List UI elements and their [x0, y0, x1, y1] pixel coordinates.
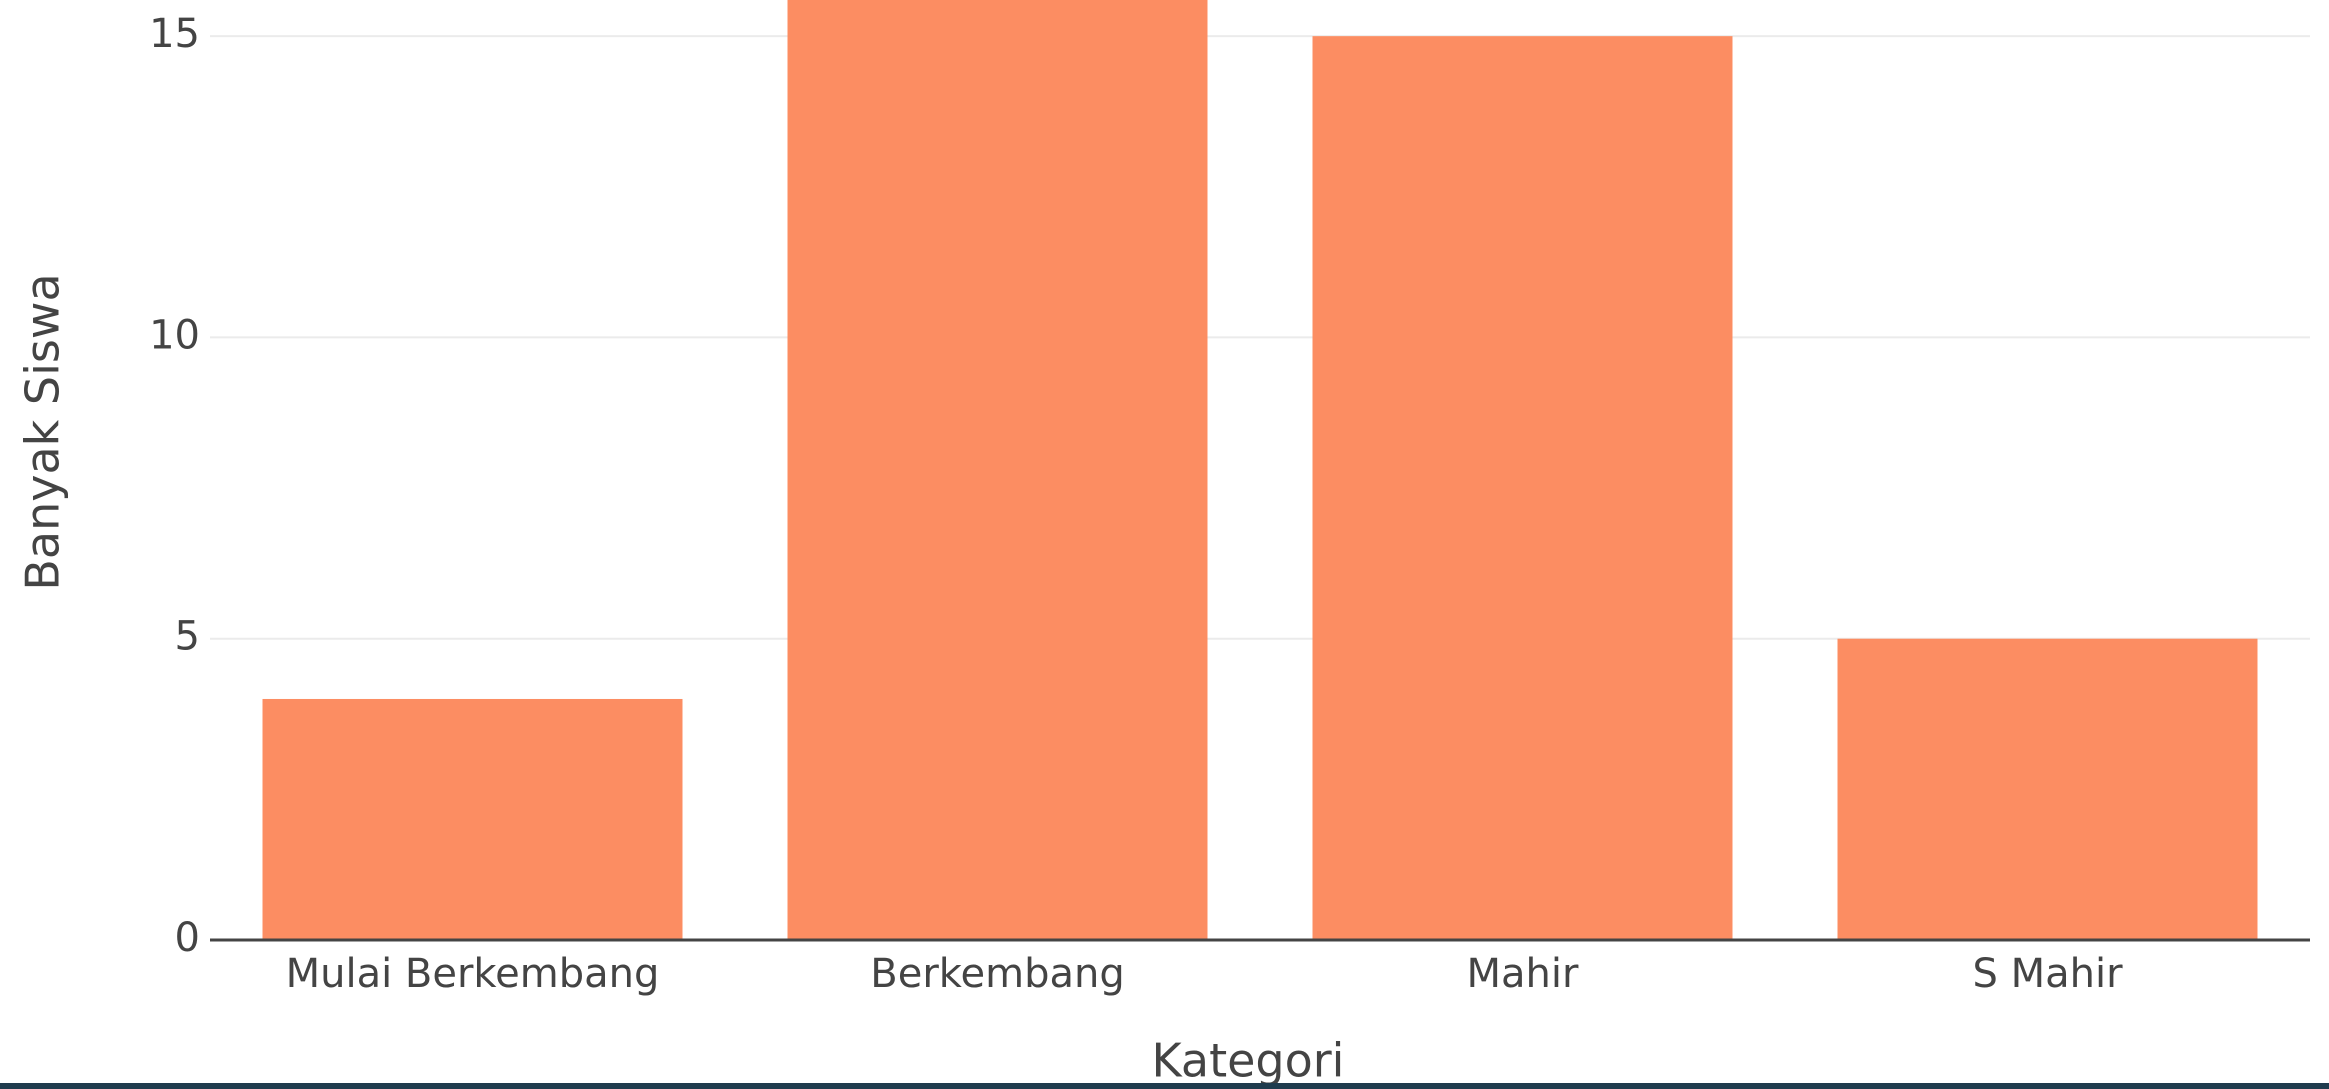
bar: [1312, 36, 1733, 940]
grid: [210, 35, 2310, 640]
labels: 0 5 10 15 Mulai Berkembang Berkembang Mahir S M…: [149, 11, 2310, 997]
x-tick-label: Mulai Berkembang: [286, 951, 660, 997]
y-tick-label: 10: [149, 312, 200, 358]
window-border: [0, 1083, 2329, 1089]
x-tick-label: Berkembang: [870, 951, 1124, 997]
y-axis-title: Banyak Siswa: [16, 273, 70, 590]
y-tick-label: 15: [149, 11, 200, 57]
bar: [787, 0, 1208, 940]
x-tick-label: S Mahir: [1972, 951, 2123, 997]
y-tick-label: 0: [175, 915, 200, 961]
x-tick-label: Mahir: [1467, 951, 1579, 997]
bar: [262, 698, 683, 940]
bars: [262, 0, 2258, 940]
bar: [1837, 638, 2258, 940]
x-axis-title: Kategori: [1152, 1034, 1345, 1088]
y-tick-label: 5: [175, 614, 200, 660]
